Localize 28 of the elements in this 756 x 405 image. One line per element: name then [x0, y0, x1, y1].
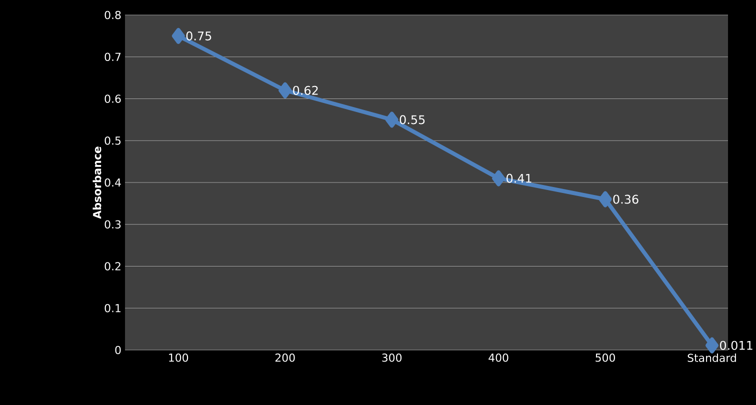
y-tick-label: 0.5 [104, 136, 121, 145]
x-tick-label: Standard [688, 354, 736, 362]
y-tick-label: 0.6 [104, 94, 121, 103]
data-label: 0.011 [720, 340, 752, 350]
point [278, 82, 292, 98]
data-label: 0.41 [506, 174, 532, 183]
point [598, 191, 612, 208]
point [492, 170, 506, 186]
y-tick-label: 0.1 [104, 304, 120, 312]
data-label: 0.36 [613, 194, 638, 204]
y-axis-title: Absorbance [92, 146, 102, 219]
y-tick-label: 0.2 [104, 262, 120, 270]
point [385, 112, 398, 128]
x-tick-label: 400 [488, 354, 508, 362]
x-tick-label: 300 [382, 354, 402, 362]
data-label: 0.75 [186, 31, 212, 40]
y-tick-label: 0.7 [104, 52, 121, 62]
y-tick-label: 0.8 [104, 10, 121, 20]
y-tick-label: 0.4 [104, 178, 121, 187]
point [706, 337, 719, 354]
data-label: 0.62 [293, 86, 318, 95]
y-tick-label: 0 [115, 346, 121, 354]
point [172, 28, 185, 44]
x-tick-label: 500 [596, 354, 615, 362]
data-label: 0.55 [400, 115, 425, 124]
x-tick-label: 200 [275, 354, 295, 362]
x-tick-label: 100 [169, 354, 188, 362]
y-tick-label: 0.3 [104, 220, 121, 229]
